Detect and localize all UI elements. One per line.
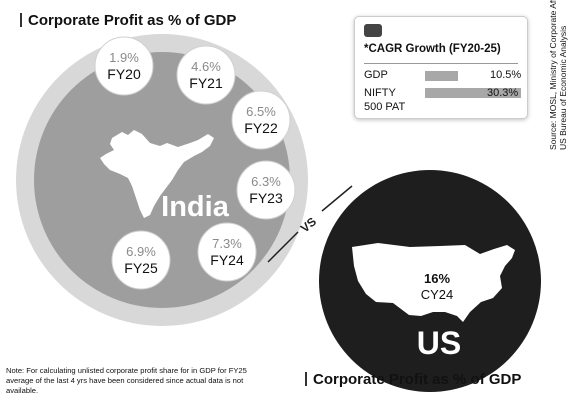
bubble-fy25 bbox=[111, 230, 171, 290]
cagr-label-nifty-1: NIFTY bbox=[364, 87, 396, 99]
india-label: India bbox=[161, 191, 230, 223]
bubble-value-fy25: 6.9% bbox=[126, 244, 156, 259]
us-chart-title: Corporate Profit as % of GDP bbox=[305, 371, 521, 388]
bubble-fy21 bbox=[176, 45, 236, 105]
bubble-label-fy22: FY22 bbox=[244, 120, 278, 136]
us-category: CY24 bbox=[421, 287, 454, 302]
cagr-label-gdp: GDP bbox=[364, 69, 388, 81]
bubble-value-fy22: 6.5% bbox=[246, 104, 276, 119]
vs-line-2 bbox=[321, 185, 353, 212]
bubble-label-fy25: FY25 bbox=[124, 260, 158, 276]
bubble-fy20 bbox=[94, 36, 154, 96]
bubble-label-fy23: FY23 bbox=[249, 190, 283, 206]
cagr-divider bbox=[364, 63, 518, 64]
bar-chart-icon bbox=[364, 24, 382, 37]
cagr-label-nifty-2: 500 PAT bbox=[364, 101, 406, 113]
usa-map-icon bbox=[352, 243, 515, 322]
bubble-fy22 bbox=[231, 90, 291, 150]
bubble-label-fy20: FY20 bbox=[107, 66, 141, 82]
footnote: Note: For calculating unlisted corporate… bbox=[6, 366, 247, 395]
bubble-value-fy20: 1.9% bbox=[109, 50, 139, 65]
bubble-value-fy24: 7.3% bbox=[212, 236, 242, 251]
vs-line-1 bbox=[267, 231, 299, 263]
cagr-value-nifty: 30.3% bbox=[487, 87, 519, 99]
bubble-label-fy21: FY21 bbox=[189, 75, 223, 91]
bubble-fy24 bbox=[197, 222, 257, 282]
india-chart-title: Corporate Profit as % of GDP bbox=[20, 12, 236, 29]
cagr-card: *CAGR Growth (FY20-25) GDP 10.5% NIFTY 5… bbox=[354, 16, 528, 119]
bubble-fy23 bbox=[236, 160, 296, 220]
cagr-title: *CAGR Growth (FY20-25) bbox=[364, 43, 501, 55]
bubble-value-fy21: 4.6% bbox=[191, 59, 221, 74]
india-bubbles: 1.9%FY20 4.6%FY21 6.5%FY22 6.3%FY23 7.3%FY24… bbox=[94, 36, 296, 290]
source-line-2: US Bureau of Economic Analysis bbox=[558, 25, 568, 150]
us-value: 16% bbox=[424, 271, 450, 286]
source-text: Source: MOSL, Ministry of Corporate Affa… bbox=[548, 0, 568, 150]
cagr-value-gdp: 10.5% bbox=[490, 69, 522, 81]
us-label: US bbox=[417, 325, 461, 361]
cagr-bar-gdp bbox=[425, 71, 458, 81]
source-line-1: Source: MOSL, Ministry of Corporate Affa… bbox=[548, 0, 558, 150]
cagr-bar-nifty bbox=[425, 88, 521, 98]
bubble-label-fy24: FY24 bbox=[210, 252, 244, 268]
bubble-value-fy23: 6.3% bbox=[251, 174, 281, 189]
india-map-icon bbox=[100, 130, 214, 218]
